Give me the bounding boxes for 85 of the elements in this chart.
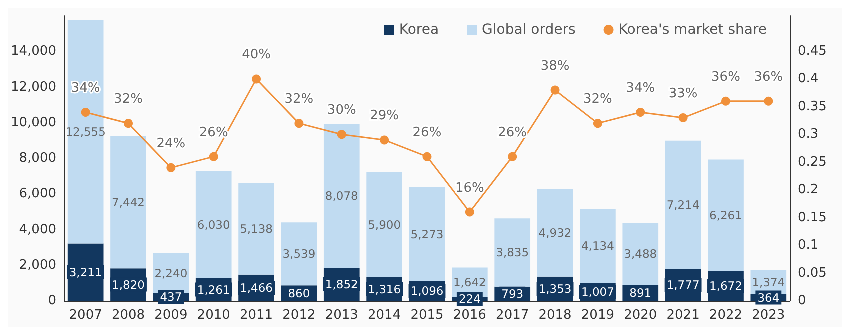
- data-label: 1,820: [112, 278, 145, 292]
- y2-tick-label: 0.3: [798, 127, 819, 142]
- data-label: 5,273: [410, 228, 444, 242]
- data-label: 34%: [71, 80, 100, 96]
- x-tick-label: 2018: [538, 308, 572, 323]
- y2-tick-label: 0.2: [798, 182, 819, 198]
- data-label: 34%: [626, 80, 656, 96]
- data-label: 6,030: [197, 218, 230, 232]
- data-label: 7,214: [666, 198, 700, 212]
- data-label: 36%: [754, 70, 784, 85]
- data-label: 1,672: [710, 279, 742, 294]
- data-label: 32%: [114, 92, 143, 108]
- x-tick-label: 2007: [69, 308, 102, 323]
- x-tick-label: 2012: [282, 308, 316, 323]
- y2-tick-label: 0.05: [798, 266, 827, 281]
- data-label: 26%: [412, 125, 442, 140]
- data-label: 3,488: [624, 247, 658, 262]
- data-label: 1,261: [197, 282, 230, 297]
- data-label: 29%: [370, 108, 400, 124]
- x-tick-label: 2016: [453, 308, 486, 323]
- data-label: 5,138: [240, 222, 274, 236]
- data-label: 12,555: [66, 124, 106, 139]
- data-label: 1,374: [752, 275, 786, 290]
- data-label: 2,240: [154, 266, 188, 280]
- data-label: 36%: [712, 70, 740, 85]
- data-label: 1,466: [240, 280, 274, 295]
- y-tick-label: 12,000: [10, 80, 56, 95]
- x-tick-label: 2017: [496, 308, 530, 323]
- data-label: 5,900: [368, 218, 402, 232]
- data-label: 1,007: [581, 285, 614, 300]
- x-tick-label: 2019: [581, 308, 614, 323]
- data-label: 3,211: [69, 265, 102, 280]
- x-tick-label: 2014: [368, 308, 402, 323]
- legend-label: Korea's market share: [618, 22, 768, 38]
- data-label: 4,134: [581, 239, 614, 254]
- data-label: 3,835: [496, 246, 530, 260]
- x-tick-label: 2013: [325, 308, 358, 323]
- data-label: 1,353: [538, 282, 572, 296]
- y2-tick-label: 0: [798, 294, 806, 308]
- legend-label: Korea: [399, 22, 440, 38]
- x-tick-label: 2010: [197, 308, 230, 323]
- data-label: 32%: [584, 92, 612, 108]
- data-label: 1,316: [368, 282, 402, 296]
- x-tick-label: 2015: [410, 308, 444, 323]
- x-tick-label: 2011: [240, 308, 274, 323]
- y2-tick-label: 0.1: [798, 238, 819, 254]
- data-label: 40%: [242, 48, 271, 63]
- data-label: 1,096: [410, 284, 444, 298]
- y-tick-label: 2,000: [19, 258, 56, 273]
- x-tick-label: 2008: [112, 308, 146, 323]
- data-label: 1,852: [325, 278, 358, 292]
- data-label: 860: [288, 286, 310, 300]
- data-label: 793: [502, 286, 524, 301]
- y-tick-label: 14,000: [10, 44, 56, 60]
- y-tick-label: 0: [48, 294, 56, 308]
- data-label: 4,932: [538, 226, 572, 240]
- data-label: 30%: [327, 103, 356, 118]
- y-tick-label: 10,000: [10, 115, 56, 130]
- data-label: 32%: [284, 92, 314, 108]
- y-tick-label: 8,000: [19, 151, 56, 166]
- x-tick-label: 2021: [666, 308, 700, 323]
- data-label: 38%: [540, 58, 570, 74]
- x-tick-label: 2020: [624, 308, 658, 323]
- y2-tick-label: 0.45: [798, 44, 827, 59]
- y2-tick-label: 0.35: [798, 99, 827, 114]
- data-label: 3,539: [282, 247, 316, 262]
- data-label: 1,777: [666, 278, 700, 292]
- data-label: 891: [630, 286, 652, 300]
- data-label: 8,078: [325, 189, 358, 204]
- x-tick-label: 2023: [752, 308, 786, 323]
- data-label: 6,261: [710, 208, 742, 222]
- y-tick-label: 4,000: [19, 222, 56, 238]
- x-tick-label: 2022: [709, 308, 743, 323]
- data-label: 26%: [498, 125, 528, 140]
- data-label: 33%: [668, 86, 698, 102]
- y-tick-label: 6,000: [19, 186, 56, 202]
- data-label: 7,442: [112, 195, 145, 210]
- data-label: 1,642: [453, 275, 486, 290]
- y2-tick-label: 0.25: [798, 154, 827, 170]
- x-tick-label: 2009: [154, 308, 188, 323]
- data-label: 16%: [455, 180, 484, 196]
- y2-tick-label: 0.4: [798, 72, 819, 87]
- legend-label: Global orders: [482, 22, 576, 38]
- y2-tick-label: 0.15: [798, 210, 827, 226]
- data-label: 24%: [156, 136, 186, 152]
